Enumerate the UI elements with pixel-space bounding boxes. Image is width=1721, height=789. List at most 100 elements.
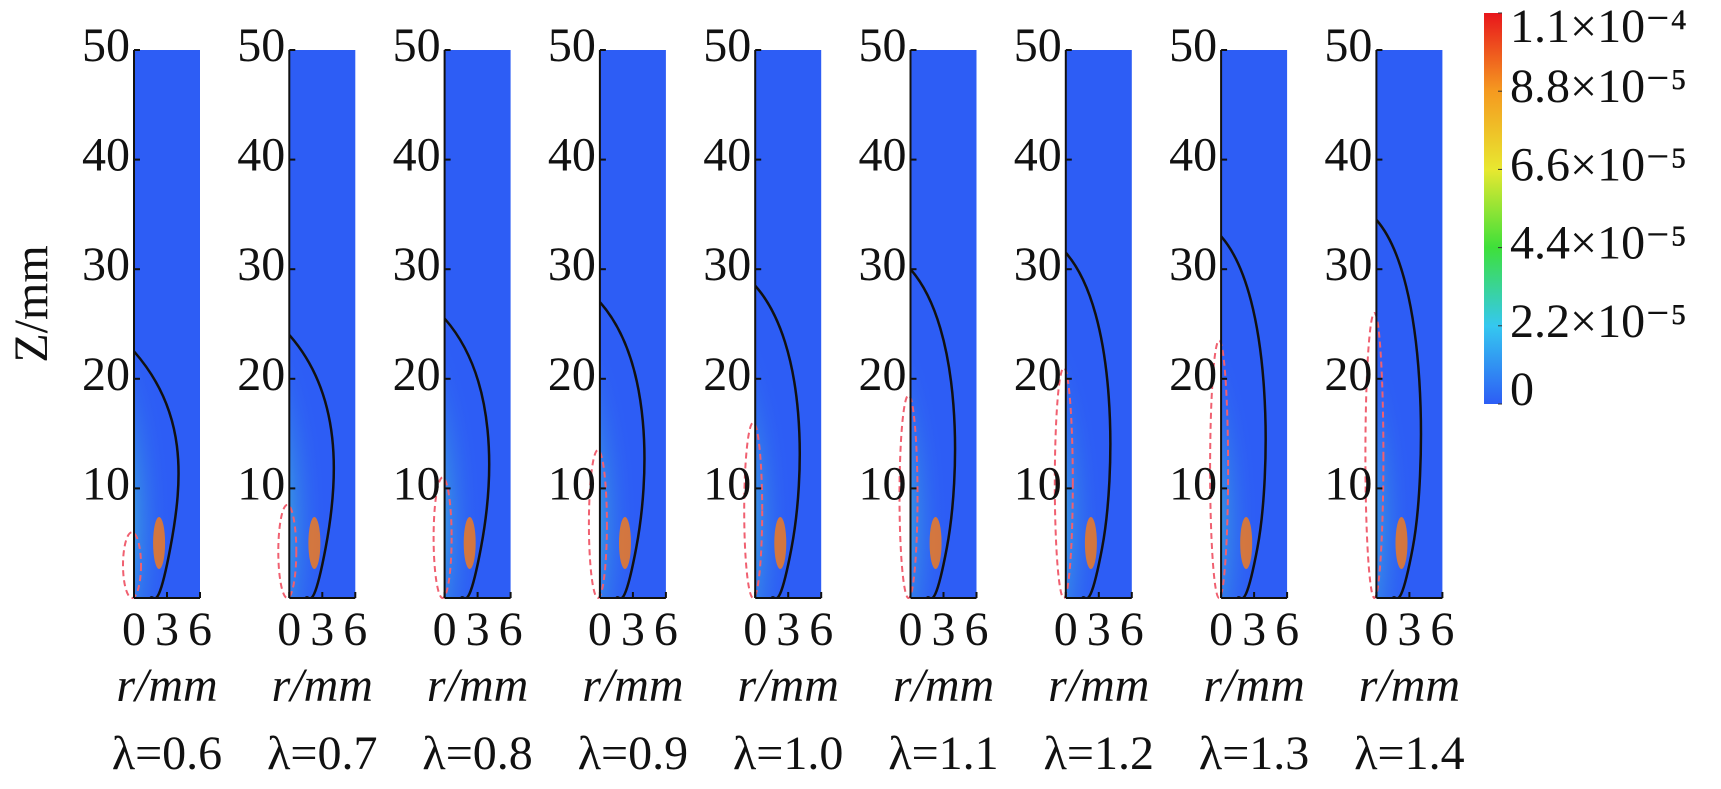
x-tick-label: 0 — [899, 603, 923, 656]
core — [1240, 517, 1253, 569]
panel-title: λ=1.3 — [1199, 727, 1309, 780]
x-tick-label: 0 — [433, 603, 457, 656]
x-tick-label: 0 — [1209, 603, 1233, 656]
y-tick-label: 10 — [703, 457, 751, 510]
y-tick-label: 10 — [237, 457, 285, 510]
colorbar-tick-label: 1.1×10⁻⁴ — [1510, 0, 1687, 53]
flame-front — [1065, 251, 1112, 598]
core — [774, 517, 787, 569]
panel-title: λ=1.0 — [733, 727, 843, 780]
panel-title: λ=0.8 — [422, 727, 532, 780]
y-tick-label: 20 — [393, 348, 441, 401]
y-tick-label: 50 — [1169, 19, 1217, 72]
x-axis-label: r/mm — [427, 659, 528, 712]
x-axis-label: r/mm — [1048, 659, 1149, 712]
field — [1221, 225, 1288, 598]
y-tick-label: 40 — [82, 129, 130, 182]
x-axis-label: r/mm — [582, 659, 683, 712]
x-tick-label: 3 — [1087, 603, 1111, 656]
plume — [444, 225, 511, 598]
plume — [1376, 225, 1443, 598]
field — [134, 225, 200, 598]
x-tick-label: 6 — [499, 603, 523, 656]
panel: 10 20 30 40 50 0 3 6r/mm λ=1.4 — [1324, 19, 1464, 780]
y-tick-label: 30 — [859, 238, 907, 291]
y-tick-label: 50 — [703, 19, 751, 72]
y-tick-label: 20 — [237, 348, 285, 401]
x-tick-label: 0 — [122, 603, 146, 656]
y-tick-label: 10 — [1169, 457, 1217, 510]
y-tick-label: 30 — [82, 238, 130, 291]
panel: 10 20 30 40 50 0 3 6r/mm λ=0.9 — [548, 19, 688, 780]
y-tick-label: 30 — [703, 238, 751, 291]
plume — [134, 225, 200, 598]
y-tick-label: 40 — [393, 129, 441, 182]
panel: 10 20 30 40 50 0 3 6r/mm λ=1.2 — [1014, 19, 1154, 780]
x-tick-label: 6 — [1275, 603, 1299, 656]
y-tick-label: 30 — [1169, 238, 1217, 291]
panel: 10 20 30 40 50 0 3 6r/mm λ=1.3 — [1169, 19, 1309, 780]
flame-front — [134, 350, 180, 598]
panel: 10 20 30 40 50 0 3 6r/mm λ=1.1 — [859, 19, 999, 780]
y-tick-label: 50 — [237, 19, 285, 72]
y-tick-label: 10 — [548, 457, 596, 510]
plume — [1221, 225, 1288, 598]
region-marker — [743, 421, 764, 600]
x-tick-label: 0 — [588, 603, 612, 656]
panel: 10 20 30 40 50 0 3 6r/mm λ=1.0 — [703, 19, 843, 780]
x-tick-label: 3 — [1397, 603, 1421, 656]
y-tick-label: 20 — [703, 348, 751, 401]
x-tick-label: 3 — [621, 603, 645, 656]
field — [1065, 225, 1132, 598]
region-marker — [1053, 366, 1074, 600]
core — [1395, 517, 1408, 569]
panel-title: λ=0.7 — [267, 727, 377, 780]
y-tick-label: 10 — [82, 457, 130, 510]
panel: 10 20 30 40 50 0 3 6r/mm λ=0.6 Z/mm — [5, 19, 222, 780]
plume — [289, 225, 356, 598]
plume — [910, 225, 977, 598]
core — [618, 517, 631, 569]
region-marker — [898, 394, 919, 599]
x-tick-label: 0 — [277, 603, 301, 656]
x-tick-label: 6 — [654, 603, 678, 656]
y-tick-label: 40 — [237, 129, 285, 182]
y-tick-label: 40 — [548, 129, 596, 182]
y-tick-label: 10 — [1014, 457, 1062, 510]
plume — [755, 225, 822, 598]
flame-front — [444, 317, 491, 598]
y-tick-label: 10 — [1324, 457, 1372, 510]
field — [444, 225, 511, 598]
region-marker — [587, 449, 608, 600]
x-tick-label: 6 — [188, 603, 212, 656]
panel-title: λ=0.6 — [112, 727, 222, 780]
x-axis-label: r/mm — [738, 659, 839, 712]
panel: 10 20 30 40 50 0 3 6r/mm λ=0.8 — [393, 19, 533, 780]
colorbar-tick-label: 4.4×10⁻⁵ — [1510, 217, 1687, 270]
flame-front — [1221, 235, 1267, 598]
colorbar-tick-label: 0 — [1510, 363, 1534, 416]
flame-front — [910, 268, 957, 598]
core — [308, 517, 321, 569]
x-tick-label: 3 — [155, 603, 179, 656]
plume — [599, 225, 666, 598]
y-axis-label: Z/mm — [5, 245, 58, 362]
y-tick-label: 30 — [237, 238, 285, 291]
core — [153, 517, 166, 569]
y-tick-label: 20 — [548, 348, 596, 401]
y-tick-label: 40 — [1169, 129, 1217, 182]
panel: 10 20 30 40 50 0 3 6r/mm λ=0.7 — [237, 19, 377, 780]
y-tick-label: 30 — [393, 238, 441, 291]
x-tick-label: 3 — [776, 603, 800, 656]
colorbar-tick-label: 6.6×10⁻⁵ — [1510, 138, 1687, 191]
x-tick-label: 0 — [1054, 603, 1078, 656]
flame-front — [289, 334, 336, 598]
y-tick-label: 30 — [1014, 238, 1062, 291]
y-tick-label: 10 — [393, 457, 441, 510]
field — [910, 225, 977, 598]
y-tick-label: 20 — [859, 348, 907, 401]
core — [929, 517, 942, 569]
y-tick-label: 40 — [1324, 129, 1372, 182]
y-tick-label: 10 — [859, 457, 907, 510]
